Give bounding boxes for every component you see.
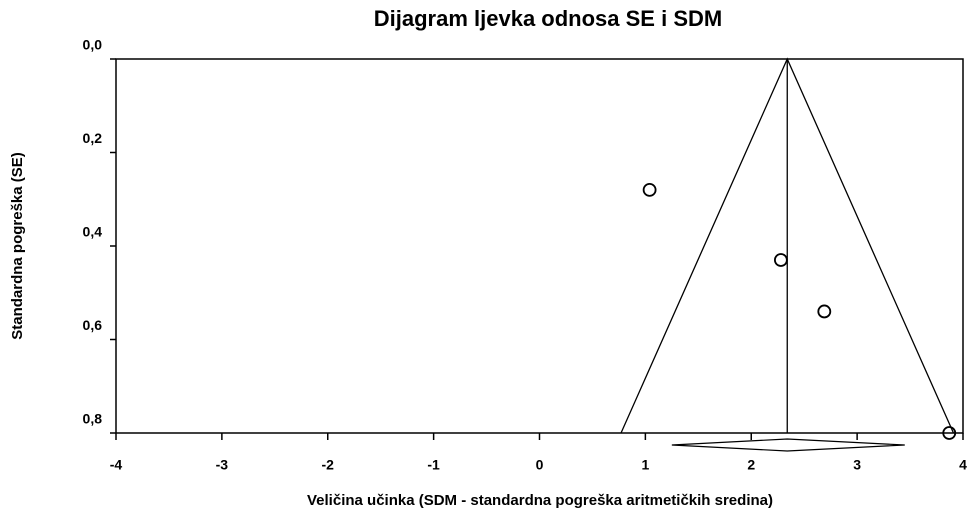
x-tick-label: 4 <box>959 457 967 473</box>
x-tick-label: 1 <box>641 457 649 473</box>
x-tick-label: -4 <box>110 457 123 473</box>
x-axis-label: Veličina učinka (SDM - standardna pogreš… <box>307 492 773 509</box>
x-tick-label: 3 <box>853 457 861 473</box>
x-tick-label: 0 <box>536 457 544 473</box>
point <box>942 426 957 440</box>
x-tick-label: -2 <box>322 457 335 473</box>
y-tick-label: 0,0 <box>83 37 103 53</box>
y-tick-label: 0,2 <box>83 130 103 146</box>
y-axis-label: Standardna pogreška (SE) <box>9 152 26 340</box>
summary-diamond <box>671 438 905 452</box>
x-tick-label: -3 <box>216 457 229 473</box>
point <box>817 304 832 319</box>
y-tick-label: 0,4 <box>83 224 103 240</box>
x-tick-label: 2 <box>747 457 755 473</box>
point <box>642 182 657 197</box>
chart-title: Dijagram ljevka odnosa SE i SDM <box>374 6 722 31</box>
plot-frame <box>115 58 964 434</box>
x-tick-label: -1 <box>427 457 440 473</box>
y-tick-label: 0,8 <box>83 411 103 427</box>
y-tick-label: 0,6 <box>83 317 103 333</box>
point <box>773 253 788 267</box>
